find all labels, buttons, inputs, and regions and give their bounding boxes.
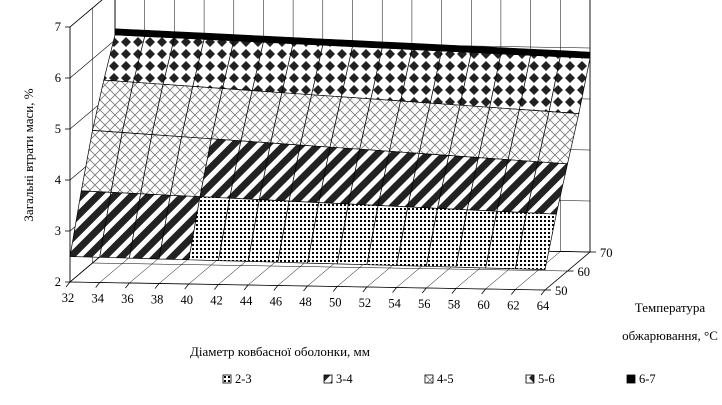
x-tick-label: 64	[537, 299, 550, 313]
x-tick-mark	[95, 282, 100, 288]
legend-item: 5-6	[525, 372, 555, 386]
legend-item: 3-4	[323, 372, 353, 386]
legend-swatch	[626, 374, 636, 384]
x-tick-mark	[540, 289, 546, 296]
x-tick-mark	[481, 288, 486, 295]
z-tick-label: 70	[600, 246, 613, 260]
y-axis-title: Загальні втрати маси, %	[21, 88, 36, 221]
x-tick-label: 62	[507, 299, 520, 313]
legend-item: 4-5	[424, 372, 454, 386]
y-tick-label: 7	[55, 20, 61, 34]
x-tick-label: 46	[270, 295, 283, 309]
x-axis-ticks: 32 34 36 38 40 42 44 46 48 50 52 54 56 58 60 62 64	[62, 281, 550, 313]
surface-cell	[514, 212, 557, 270]
legend-label: 6-7	[639, 372, 656, 386]
z-axis-title-line1: Температура	[635, 300, 706, 315]
x-tick-label: 50	[329, 296, 342, 310]
legend-label: 4-5	[437, 372, 454, 386]
legend-label: 3-4	[336, 372, 353, 386]
y-tick-label: 6	[55, 71, 61, 85]
x-tick-label: 54	[388, 297, 401, 311]
x-tick-label: 38	[151, 293, 164, 307]
x-tick-label: 36	[121, 292, 134, 306]
legend-label: 5-6	[538, 372, 555, 386]
x-tick-mark	[154, 283, 160, 289]
x-tick-label: 42	[210, 294, 223, 308]
x-tick-label: 52	[359, 296, 372, 310]
x-tick-mark	[392, 287, 397, 293]
x-tick-mark	[184, 283, 190, 290]
legend: 2-3 3-4 4-5 5-6 6-7	[222, 372, 656, 386]
y-axis-ticks: 2 3 4 5 6 7	[55, 20, 70, 289]
x-tick-mark	[303, 285, 308, 292]
x-tick-mark	[243, 284, 249, 291]
legend-label: 2-3	[235, 372, 252, 386]
z-axis-ticks: 50 60 70	[545, 246, 613, 298]
x-tick-label: 34	[91, 292, 104, 306]
x-tick-mark	[214, 284, 219, 290]
y-tick-label: 4	[55, 173, 62, 187]
x-tick-mark	[451, 288, 457, 294]
legend-item: 6-7	[626, 372, 656, 386]
x-tick-mark	[65, 281, 71, 288]
y-tick-label: 3	[55, 224, 61, 238]
x-tick-mark	[125, 282, 130, 289]
x-tick-mark	[273, 285, 279, 291]
x-axis-title: Діаметр ковбасної оболонки, мм	[190, 344, 370, 359]
x-tick-label: 32	[62, 291, 75, 305]
legend-item: 2-3	[222, 372, 252, 386]
x-tick-label: 48	[299, 295, 312, 309]
x-tick-label: 60	[477, 298, 490, 312]
y-tick-label: 2	[55, 275, 61, 289]
x-tick-label: 40	[181, 293, 194, 307]
z-tick-label: 60	[578, 265, 591, 279]
y-gridline	[69, 0, 103, 28]
surface-plot	[69, 28, 591, 270]
z-tick-label: 50	[555, 284, 568, 298]
z-axis-title-line2: обжарювання, °С	[622, 328, 718, 343]
legend-swatch	[525, 374, 535, 384]
x-tick-mark	[332, 286, 338, 292]
legend-swatch	[222, 374, 232, 384]
legend-swatch	[323, 374, 333, 384]
z-gridline	[92, 8, 568, 272]
x-tick-mark	[421, 287, 427, 294]
surface-top-band	[114, 28, 591, 59]
x-tick-label: 56	[418, 297, 431, 311]
x-tick-label: 58	[448, 298, 461, 312]
x-tick-mark	[362, 286, 368, 293]
x-tick-mark	[511, 289, 516, 295]
y-tick-label: 5	[55, 122, 61, 136]
legend-swatch	[424, 374, 434, 384]
x-tick-label: 44	[240, 294, 253, 308]
